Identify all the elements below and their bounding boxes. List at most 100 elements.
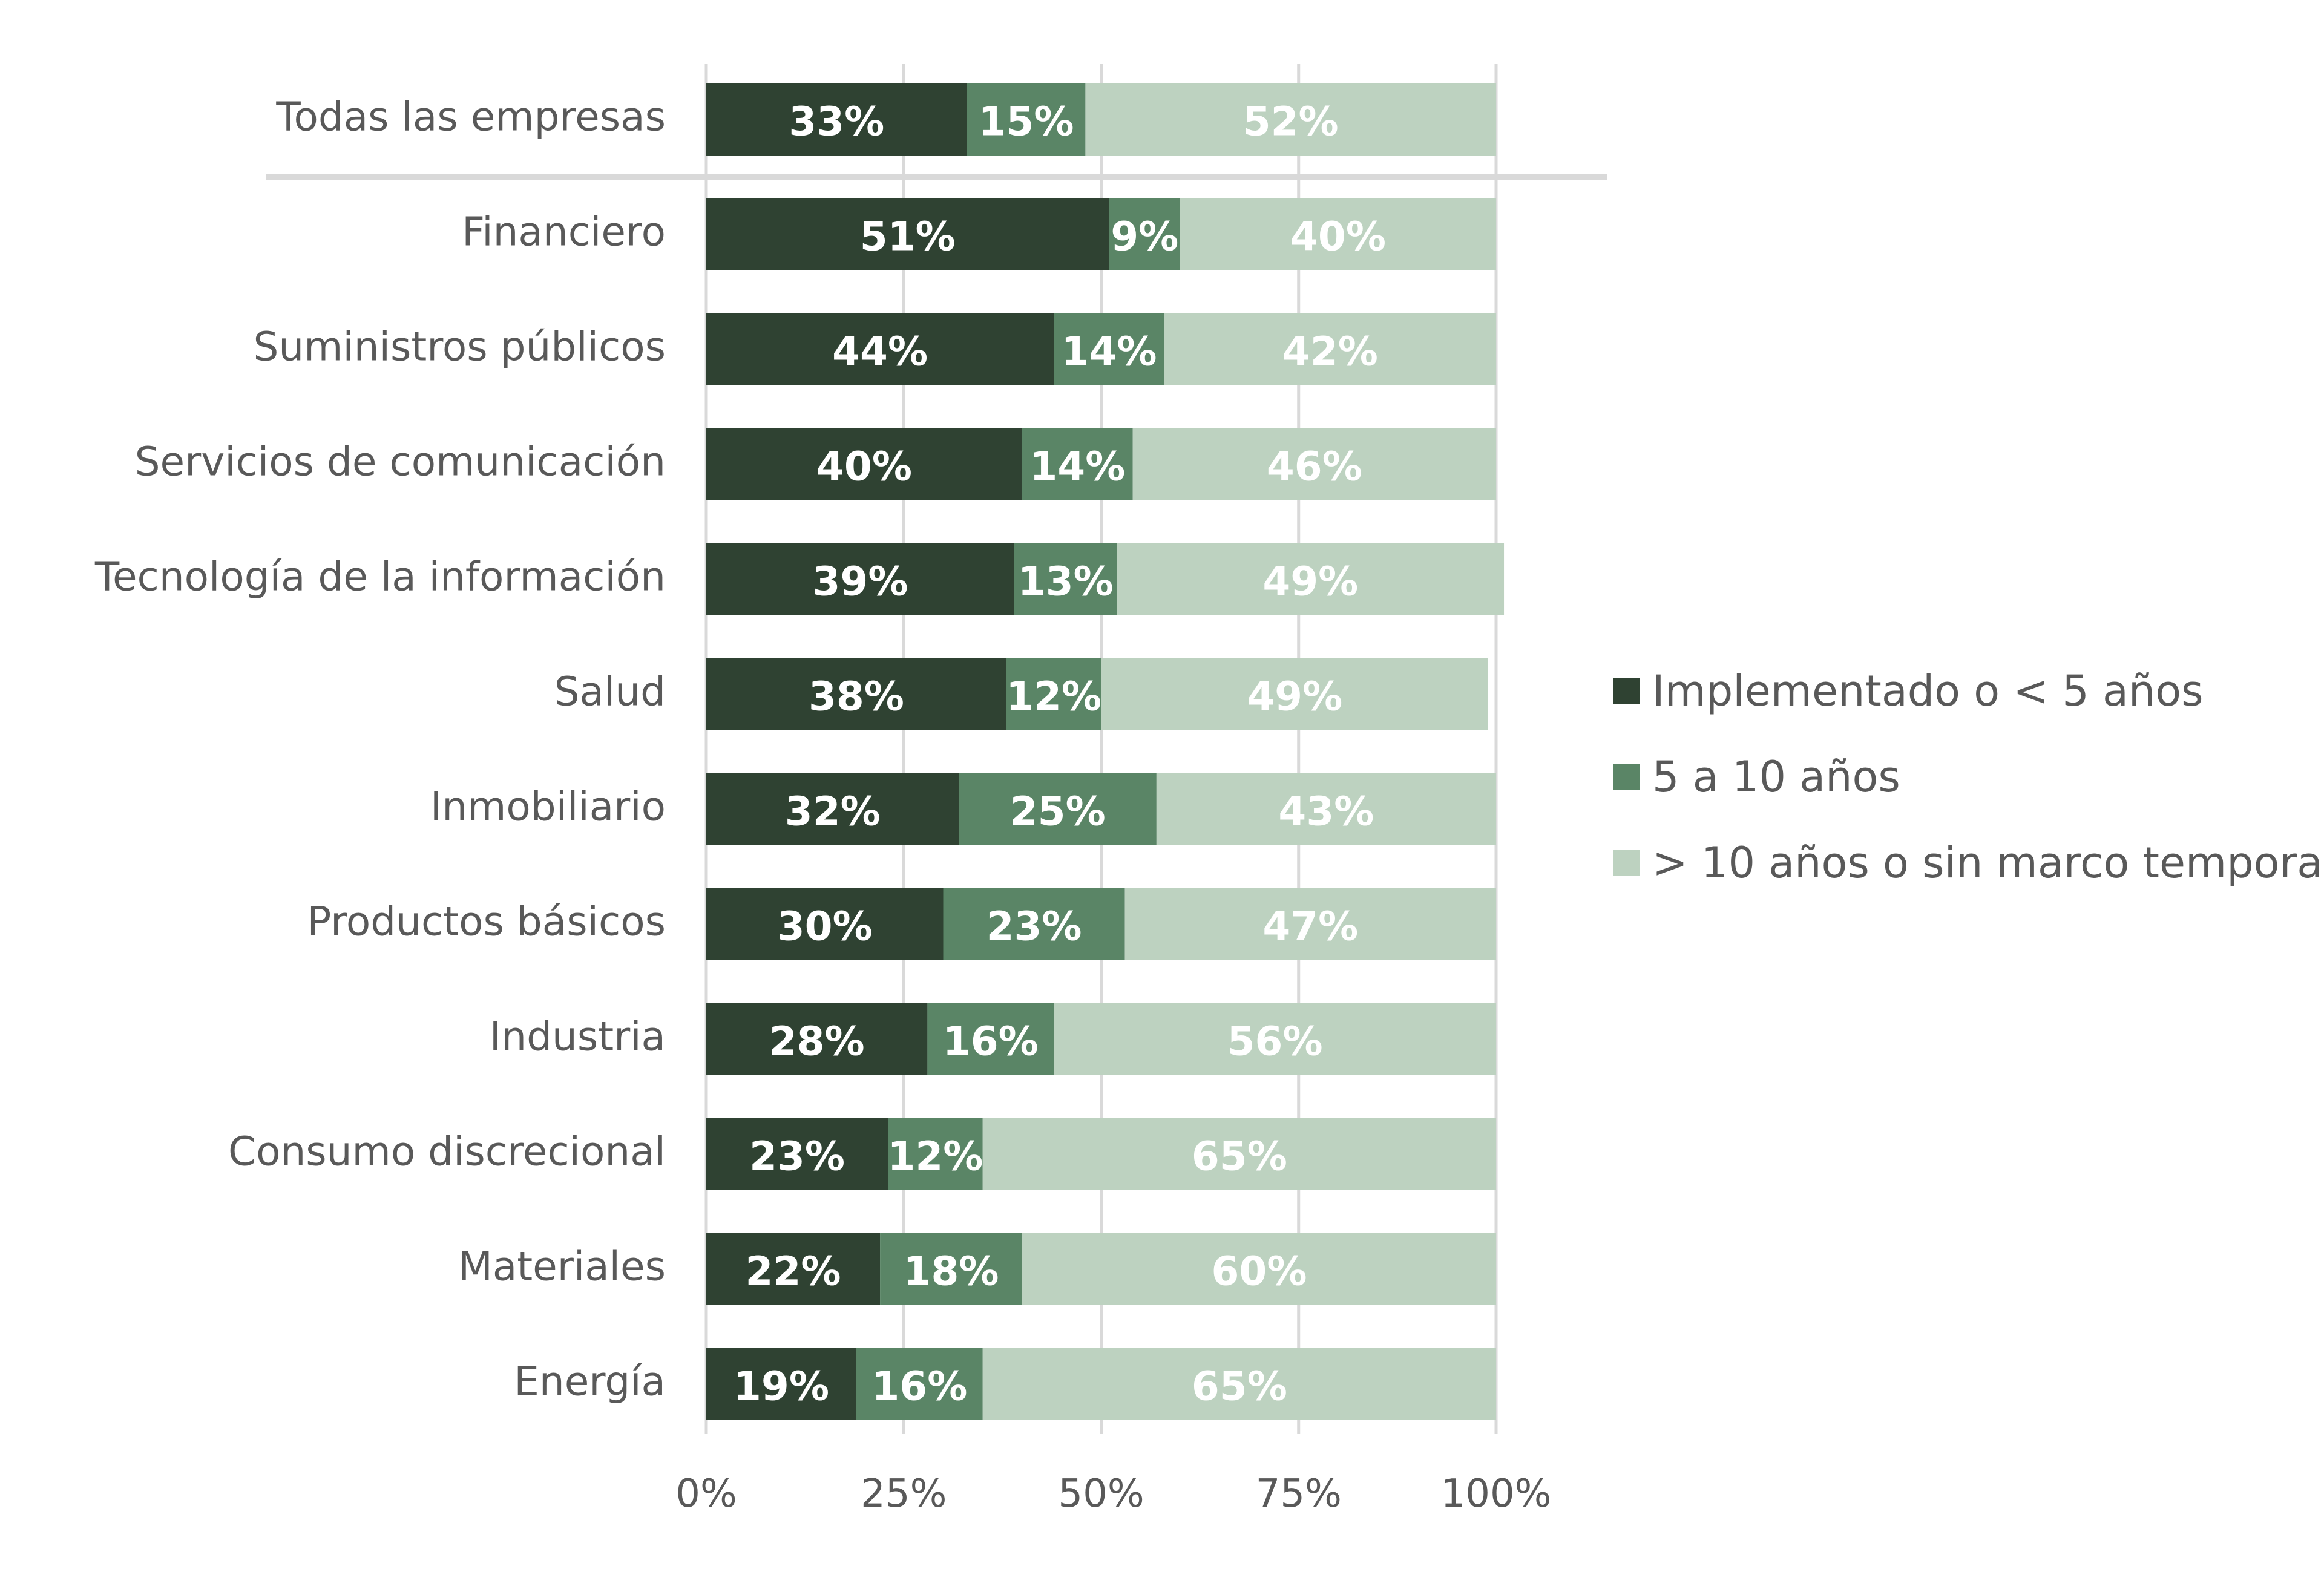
data-label: 12%: [1006, 673, 1101, 720]
data-label: 49%: [1247, 673, 1342, 720]
category-label: Inmobiliario: [430, 784, 666, 830]
bar-segment: [1022, 1233, 1496, 1305]
category-label: Consumo discrecional: [228, 1128, 666, 1175]
bar-segment: [706, 313, 1054, 385]
category-label: Energía: [514, 1358, 666, 1405]
x-tick-label: 75%: [1256, 1472, 1342, 1516]
x-tick-label: 100%: [1441, 1472, 1552, 1516]
data-label: 39%: [812, 558, 908, 605]
x-axis-ticks: 0% 25% 50% 75% 100%: [675, 1472, 1551, 1516]
category-label: Productos básicos: [307, 899, 666, 945]
category-label: Financiero: [462, 209, 666, 255]
bar-segment: [706, 543, 1014, 615]
gridlines: [266, 64, 1607, 1434]
bar-segment: [706, 428, 1022, 500]
bar-segment: [1085, 83, 1496, 156]
bar-segment: [706, 658, 1006, 730]
bar-segment: [943, 888, 1125, 960]
bar-segment: [1156, 773, 1496, 845]
data-label: 23%: [749, 1133, 845, 1180]
legend-swatch: [1613, 678, 1640, 704]
bar-segment: [1054, 1003, 1496, 1075]
data-label: 22%: [746, 1248, 841, 1295]
data-label: 13%: [1018, 558, 1114, 605]
data-label: 15%: [979, 99, 1074, 145]
bar-segment: [706, 83, 967, 156]
data-label: 14%: [1062, 329, 1157, 375]
category-label: Tecnología de la información: [94, 554, 666, 600]
data-label: 40%: [1290, 214, 1386, 260]
data-label: 56%: [1227, 1018, 1323, 1065]
data-label: 42%: [1282, 329, 1378, 375]
bar-segment: [706, 773, 959, 845]
data-label: 9%: [1111, 214, 1178, 260]
category-label: Servicios de comunicación: [135, 439, 666, 485]
bar-segment: [927, 1003, 1054, 1075]
legend-swatch: [1613, 850, 1640, 876]
category-label: Suministros públicos: [253, 324, 666, 370]
bar-segment: [1180, 198, 1496, 270]
data-label: 47%: [1262, 903, 1358, 950]
data-label: 19%: [734, 1363, 829, 1410]
bar-segment: [982, 1348, 1496, 1420]
bar-segment: [706, 198, 1109, 270]
data-label: 14%: [1029, 444, 1125, 490]
data-label: 60%: [1212, 1248, 1307, 1295]
category-label: Industria: [490, 1014, 666, 1060]
data-label: 40%: [816, 444, 912, 490]
bar-segment: [706, 888, 944, 960]
data-label: 30%: [777, 903, 873, 950]
bar-segment: [1014, 543, 1117, 615]
legend-label: > 10 años o sin marco temporal: [1652, 838, 2324, 888]
bar-segment: [706, 1003, 928, 1075]
bar-segment: [1006, 658, 1101, 730]
x-tick-label: 50%: [1058, 1472, 1144, 1516]
x-tick-label: 0%: [675, 1472, 737, 1516]
bar-segment: [1054, 313, 1164, 385]
bar-segment: [982, 1118, 1496, 1190]
data-label: 18%: [904, 1248, 999, 1295]
data-label: 52%: [1243, 99, 1339, 145]
data-label: 32%: [785, 788, 881, 835]
bar-segment: [1101, 658, 1488, 730]
data-label: 43%: [1278, 788, 1374, 835]
bar-segment: [706, 1348, 856, 1420]
bar-segment: [1022, 428, 1133, 500]
x-tick-label: 25%: [861, 1472, 947, 1516]
bar-segment: [706, 1118, 888, 1190]
data-label: 38%: [809, 673, 904, 720]
data-labels: 33% 15% 52% 51% 9% 40% 44% 14% 42% 40% 14% 46% 39% 13…: [734, 99, 1386, 1410]
category-label: Todas las empresas: [275, 94, 666, 140]
bar-segment: [1117, 543, 1505, 615]
data-label: 46%: [1267, 444, 1362, 490]
data-label: 65%: [1192, 1363, 1287, 1410]
data-label: 33%: [789, 99, 884, 145]
category-label: Salud: [554, 669, 666, 715]
data-label: 51%: [860, 214, 956, 260]
data-label: 65%: [1192, 1133, 1287, 1180]
category-label: Materiales: [458, 1243, 666, 1290]
bar-segment: [880, 1233, 1022, 1305]
data-label: 49%: [1262, 558, 1358, 605]
data-label: 28%: [769, 1018, 865, 1065]
data-label: 25%: [1010, 788, 1106, 835]
bar-segment: [856, 1348, 983, 1420]
bar-segment: [706, 1233, 881, 1305]
bar-segment: [888, 1118, 983, 1190]
data-label: 16%: [872, 1363, 967, 1410]
data-label: 23%: [986, 903, 1082, 950]
data-label: 44%: [832, 329, 928, 375]
data-label: 12%: [887, 1133, 983, 1180]
bar-segment: [1164, 313, 1496, 385]
bar-segment: [959, 773, 1157, 845]
legend-label: 5 a 10 años: [1652, 752, 1900, 802]
legend-swatch: [1613, 764, 1640, 790]
bar-segment: [1132, 428, 1496, 500]
bar-segment: [1124, 888, 1496, 960]
bar-segment: [1109, 198, 1180, 270]
bar-segment: [967, 83, 1086, 156]
legend: Implementado o < 5 años 5 a 10 años > 10 a…: [1613, 666, 2324, 888]
data-label: 16%: [943, 1018, 1039, 1065]
